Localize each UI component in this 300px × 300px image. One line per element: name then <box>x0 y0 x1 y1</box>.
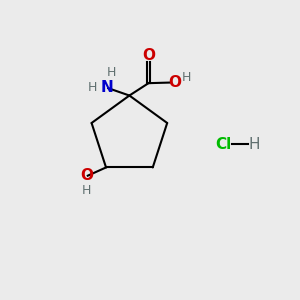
Text: Cl: Cl <box>215 136 232 152</box>
Text: O: O <box>80 168 93 183</box>
Text: H: H <box>182 71 191 84</box>
Text: H: H <box>82 184 91 197</box>
Text: H: H <box>87 81 97 94</box>
Text: H: H <box>249 136 260 152</box>
Text: O: O <box>142 48 155 63</box>
Text: H: H <box>106 66 116 80</box>
Text: O: O <box>168 75 181 90</box>
Text: N: N <box>100 80 113 95</box>
